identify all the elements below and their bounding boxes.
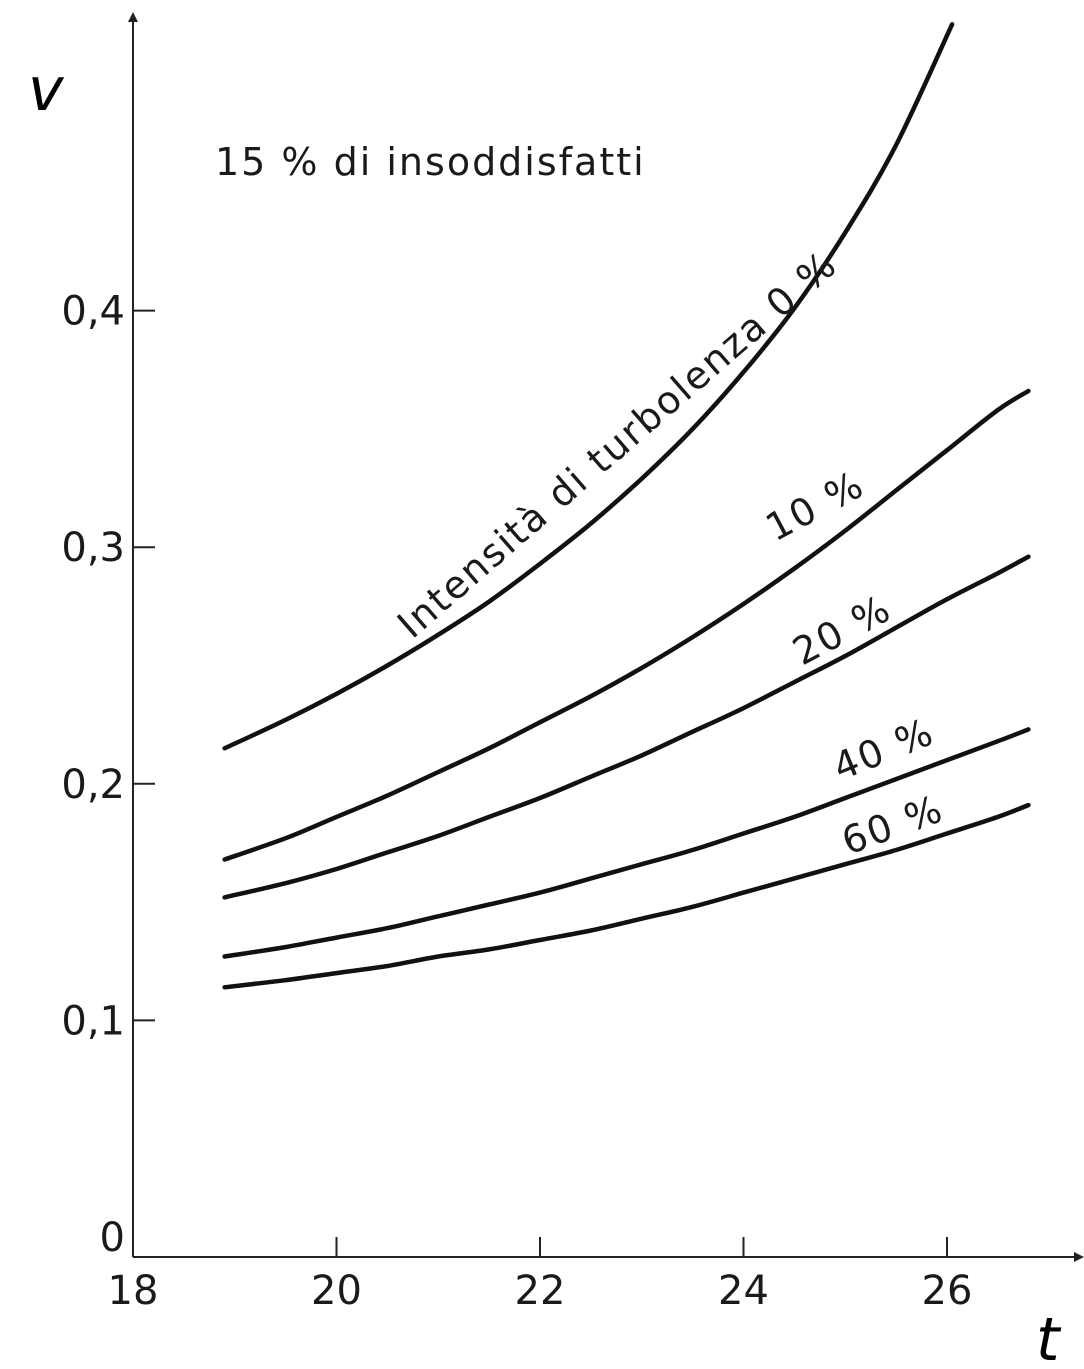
series-curves — [222, 22, 1031, 990]
y-tick-label: 0 — [100, 1215, 125, 1261]
x-tick-label: 22 — [515, 1268, 566, 1314]
x-ticks: 18 20 22 24 26 — [108, 1237, 973, 1314]
series-line-3 — [222, 727, 1031, 959]
series-label-20: 20 % — [786, 586, 899, 674]
series-line-0 — [222, 22, 955, 751]
x-tick-label: 20 — [311, 1268, 362, 1314]
x-tick-label: 18 — [108, 1268, 159, 1314]
y-tick-label: 0,1 — [61, 998, 125, 1044]
series-label-10: 10 % — [759, 462, 872, 550]
series-label-40: 40 % — [827, 709, 940, 789]
series-line-1 — [222, 388, 1031, 862]
y-ticks: 0 0,1 0,2 0,3 0,4 — [61, 289, 155, 1261]
series-label-0: Intensità di turbolenza 0 % — [389, 242, 846, 647]
y-axis-title: v — [28, 55, 65, 125]
series-line-2 — [222, 554, 1031, 900]
y-tick-label: 0,4 — [61, 289, 125, 335]
y-tick-label: 0,2 — [61, 762, 125, 808]
chart-annotation: 15 % di insoddisfatti — [215, 140, 646, 184]
x-tick-label: 24 — [718, 1268, 769, 1314]
series-line-4 — [222, 802, 1031, 990]
y-tick-label: 0,3 — [61, 525, 125, 571]
x-tick-label: 26 — [922, 1268, 973, 1314]
x-axis-title: t — [1036, 1305, 1062, 1369]
